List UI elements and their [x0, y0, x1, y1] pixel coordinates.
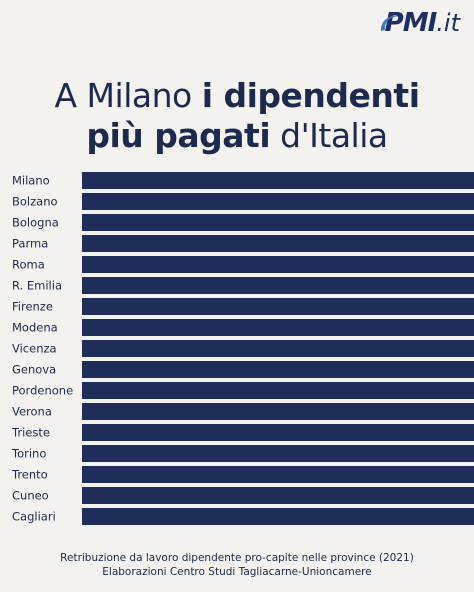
swoosh-icon — [380, 15, 400, 31]
brand-logo: PMI .it — [380, 8, 460, 38]
bar-left-cap — [82, 277, 99, 294]
category-label: Trieste — [11, 426, 50, 440]
title-line-2: più pagati d'Italia — [0, 116, 474, 156]
bar-left-cap — [82, 445, 99, 462]
category-label: Parma — [12, 237, 48, 251]
bar — [82, 382, 474, 399]
title-line1-bold: i dipendenti — [201, 76, 420, 115]
category-label: Bologna — [12, 216, 59, 230]
bar — [82, 466, 474, 483]
source-line-2: Elaborazioni Centro Studi Tagliacarne-Un… — [102, 566, 372, 578]
category-label: Firenze — [12, 300, 53, 314]
brand-mark: PMI — [384, 8, 438, 38]
bar-left-cap — [82, 340, 99, 357]
bar-left-cap — [82, 256, 99, 273]
bar — [82, 445, 474, 462]
bar-left-cap — [82, 487, 99, 504]
bar — [82, 298, 474, 315]
bar — [82, 361, 474, 378]
bar-left-cap — [82, 235, 99, 252]
title-line2-regular: d'Italia — [270, 116, 388, 155]
bar-left-cap — [82, 382, 99, 399]
bar-left-cap — [82, 508, 99, 525]
bar-left-cap — [82, 466, 99, 483]
bar-left-cap — [82, 403, 99, 420]
bar-chart: MilanoBolzano18.942 €Bologna18.629 €Parm… — [11, 172, 474, 525]
bar — [82, 235, 474, 252]
category-label: Genova — [12, 363, 56, 377]
title-line2-bold: più pagati — [86, 116, 271, 155]
category-label: Cuneo — [12, 489, 49, 503]
category-label: Bolzano — [12, 195, 58, 209]
bar — [82, 277, 474, 294]
bar-left-cap — [82, 193, 99, 210]
category-label: Vicenza — [12, 342, 57, 356]
category-label: Torino — [11, 447, 46, 461]
source-note: Retribuzione da lavoro dipendente pro-ca… — [0, 551, 474, 579]
category-label: Roma — [12, 258, 45, 272]
category-label: Trento — [11, 468, 48, 482]
bar — [82, 508, 474, 525]
category-label: Milano — [12, 174, 50, 188]
bar — [82, 193, 474, 210]
bar — [82, 172, 474, 189]
bar-left-cap — [82, 298, 99, 315]
source-line-1: Retribuzione da lavoro dipendente pro-ca… — [60, 552, 414, 564]
category-label: Pordenone — [12, 384, 73, 398]
category-label: Cagliari — [12, 510, 56, 524]
title-line1-regular: A Milano — [54, 76, 202, 115]
bar — [82, 256, 474, 273]
brand-tld: .it — [436, 9, 460, 37]
bar-left-cap — [82, 424, 99, 441]
category-label: R. Emilia — [12, 279, 62, 293]
title-line-1: A Milano i dipendenti — [0, 76, 474, 116]
bar — [82, 340, 474, 357]
category-label: Verona — [12, 405, 52, 419]
category-label: Modena — [12, 321, 58, 335]
bar-left-cap — [82, 361, 99, 378]
page-title: A Milano i dipendenti più pagati d'Itali… — [0, 76, 474, 156]
bar — [82, 424, 474, 441]
bar-left-cap — [82, 319, 99, 336]
bar — [82, 487, 474, 504]
bar — [82, 214, 474, 231]
bar — [82, 403, 474, 420]
bar — [82, 319, 474, 336]
bar-left-cap — [82, 214, 99, 231]
